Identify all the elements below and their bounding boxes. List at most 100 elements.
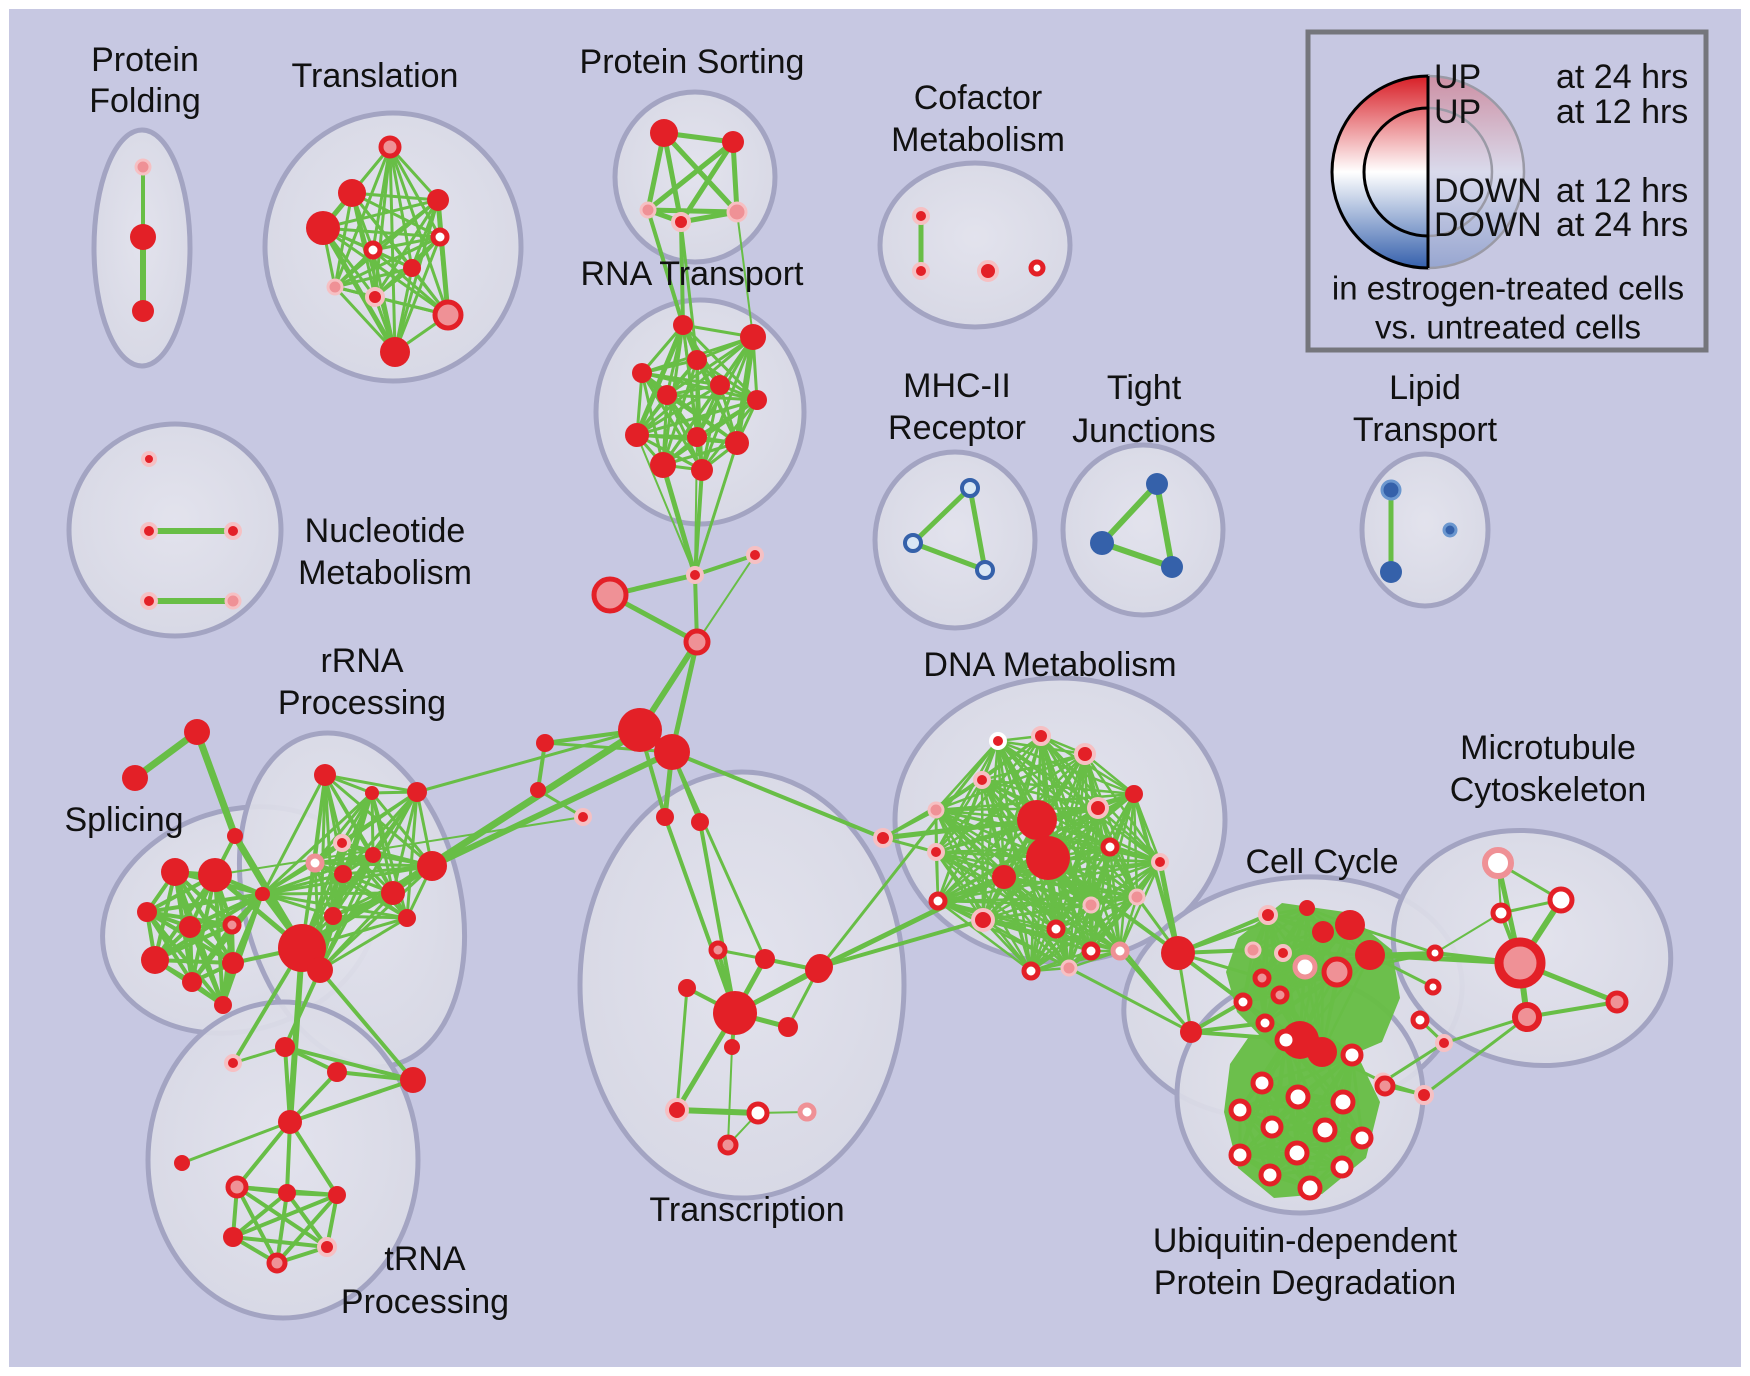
node-u1 — [1250, 1071, 1274, 1095]
cluster-label-tight-junctions-line2: Junctions — [1072, 412, 1216, 450]
edge — [1238, 1038, 1288, 1157]
legend-row-time-3: at 12 hrs — [1556, 172, 1688, 210]
edge — [430, 728, 642, 868]
node-s5 — [222, 915, 242, 935]
node-c13 — [1255, 1013, 1275, 1033]
edge — [235, 1185, 279, 1265]
node-n3 — [224, 522, 242, 540]
node-x2 — [691, 813, 709, 831]
edge — [320, 225, 398, 355]
edge — [1525, 1000, 1619, 1019]
cluster-label-nucleotide-metabolism-line2: Metabolism — [298, 554, 472, 592]
node-c2 — [1299, 900, 1315, 916]
edge — [934, 806, 1100, 812]
cluster-label-protein-folding-line2: Folding — [89, 82, 201, 120]
node-m4 — [1426, 944, 1444, 962]
edge — [429, 749, 675, 869]
node-c7 — [1274, 944, 1292, 962]
node-t3 — [427, 189, 449, 211]
node-s2 — [198, 858, 232, 892]
cluster-ellipse-trna-processing — [145, 999, 421, 1321]
node-x3 — [708, 940, 728, 960]
edge — [693, 441, 739, 577]
edge — [880, 817, 1040, 841]
edge — [696, 554, 756, 643]
edge — [221, 892, 264, 1007]
node-k8 — [278, 1184, 296, 1202]
edge — [350, 191, 440, 202]
edge — [980, 752, 1087, 782]
node-k11 — [317, 1237, 337, 1257]
edge — [1422, 1015, 1529, 1097]
node-d11 — [1026, 836, 1070, 880]
cluster-label-ubiquitin-degradation-line1: Ubiquitin-dependent — [1153, 1222, 1458, 1260]
edge — [730, 139, 740, 215]
node-m10 — [1435, 1034, 1453, 1052]
edge — [1189, 1021, 1267, 1034]
node-n2 — [140, 522, 158, 540]
edge — [980, 778, 1136, 796]
edge — [370, 791, 434, 868]
node-s8 — [182, 972, 202, 992]
node-k12 — [266, 1252, 288, 1274]
node-r10 — [324, 907, 342, 925]
node-l1 — [1380, 479, 1402, 501]
cluster-label-lipid-transport-line2: Transport — [1353, 411, 1498, 449]
node-m3 — [1490, 902, 1512, 924]
edge — [660, 462, 698, 578]
edge — [694, 436, 698, 576]
node-t1 — [378, 135, 402, 159]
cluster-label-cell-cycle-line1: Cell Cycle — [1245, 843, 1398, 881]
edge — [967, 485, 988, 573]
edge — [1238, 1128, 1327, 1157]
node-d18 — [1128, 888, 1146, 906]
cluster-ellipse-protein-sorting — [612, 89, 778, 265]
node-c3 — [1312, 921, 1334, 943]
node-u9 — [1228, 1143, 1252, 1167]
edge — [674, 1107, 761, 1116]
node-hub1 — [618, 708, 662, 752]
node-cb1 — [1161, 936, 1195, 970]
cluster-label-lipid-transport-line1: Lipid — [1389, 369, 1461, 407]
node-n4 — [140, 592, 158, 610]
edge — [661, 130, 684, 225]
edge — [318, 790, 419, 972]
node-b3 — [975, 560, 995, 580]
edge — [1067, 895, 1139, 970]
cluster-label-splicing-line1: Splicing — [64, 801, 183, 839]
edge — [675, 986, 689, 1112]
edge — [1099, 481, 1160, 546]
edge — [435, 197, 451, 318]
edge — [213, 873, 225, 1007]
legend-row-time-4: at 24 hrs — [1556, 206, 1688, 244]
node-l2 — [1380, 561, 1402, 583]
edge — [645, 139, 736, 213]
node-br3 — [574, 808, 592, 826]
node-rt5 — [710, 375, 730, 395]
node-rt12 — [691, 459, 713, 481]
edge — [640, 371, 704, 472]
edge — [936, 778, 984, 903]
edge — [285, 1191, 329, 1249]
edge — [635, 433, 704, 472]
node-u12 — [1297, 1175, 1323, 1201]
edge — [1132, 792, 1139, 899]
node-c15 — [1307, 1037, 1337, 1067]
node-rt1 — [673, 315, 693, 335]
node-ps1 — [650, 119, 678, 147]
edge — [700, 335, 755, 472]
edge — [661, 130, 740, 215]
edge — [936, 845, 1112, 903]
node-c9 — [1321, 956, 1353, 988]
node-d21 — [1110, 941, 1130, 961]
legend-row-time-1: at 24 hrs — [1556, 58, 1688, 96]
cluster-ellipse-transcription — [577, 769, 907, 1201]
node-d9 — [927, 843, 945, 861]
edge — [636, 434, 696, 576]
edge — [1002, 860, 1162, 879]
node-t4 — [306, 211, 340, 245]
node-r5 — [305, 853, 325, 873]
edge — [1268, 1136, 1364, 1177]
edge — [321, 198, 440, 230]
